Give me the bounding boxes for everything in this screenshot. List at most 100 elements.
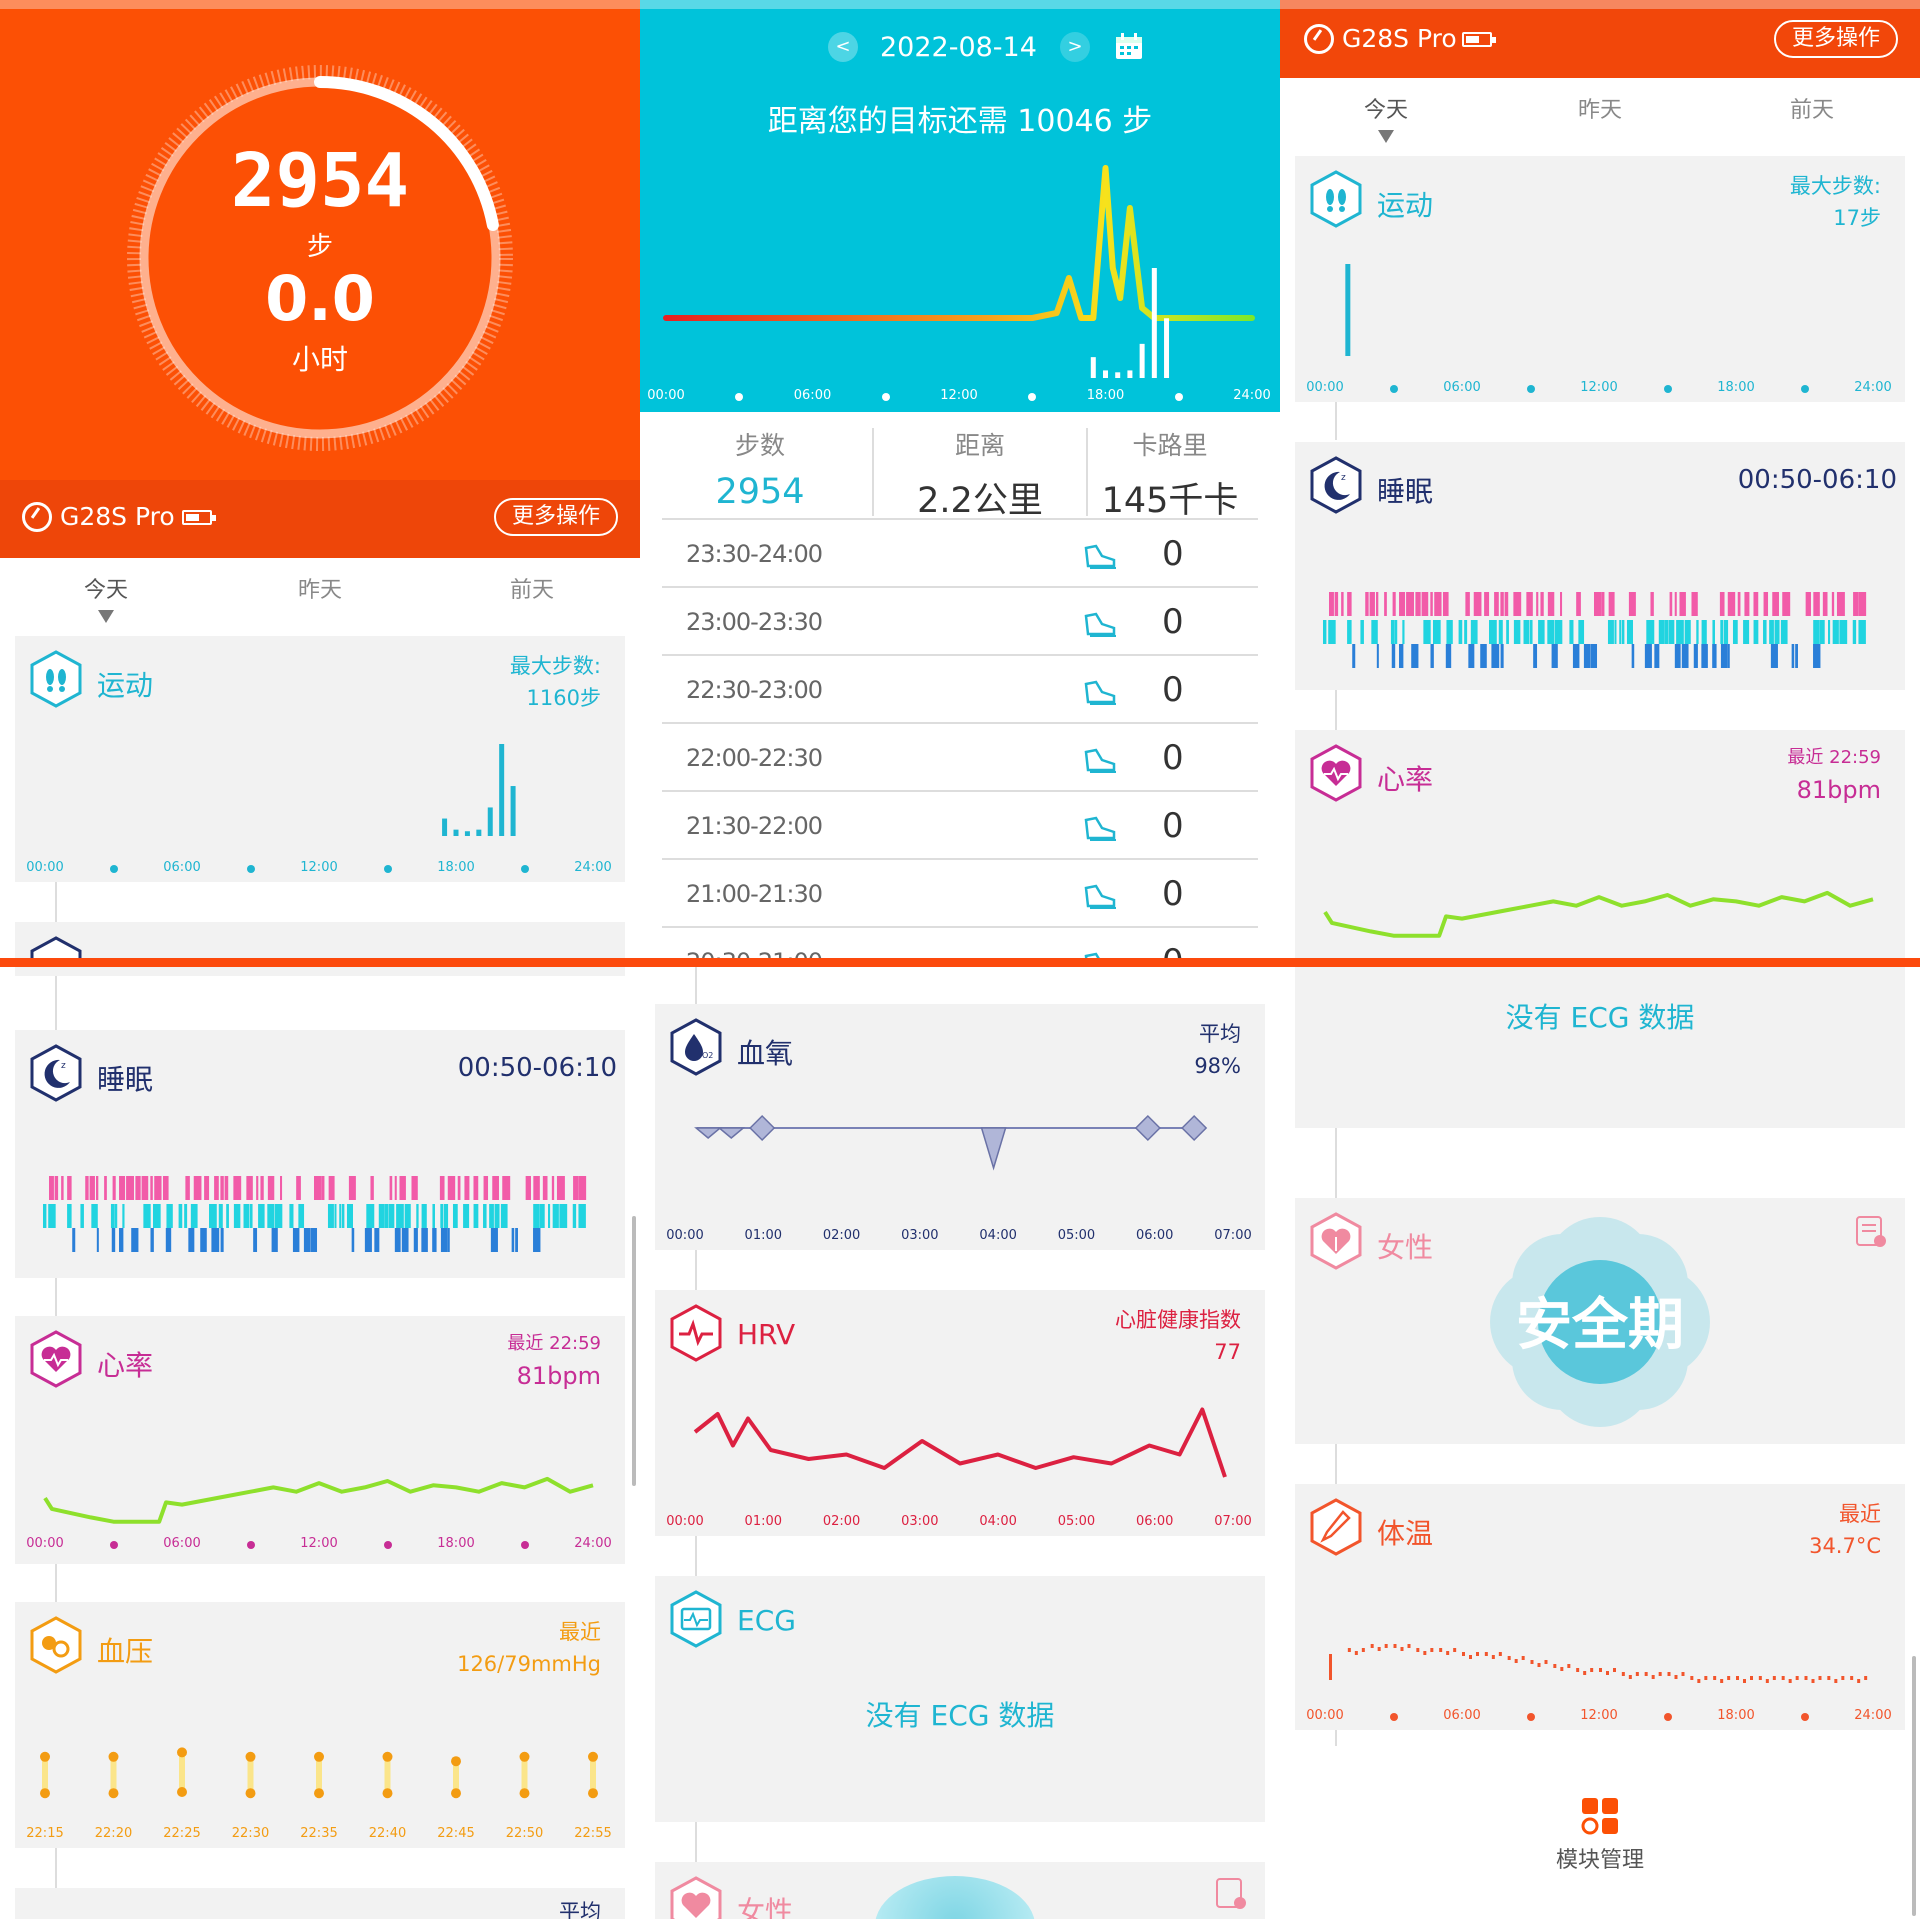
sleep-segment	[298, 1204, 305, 1228]
axis-tick-label: 22:15	[26, 1826, 64, 1841]
ecg-title: ECG	[737, 1604, 796, 1637]
list-item[interactable]: 22:00-22:30 0	[662, 724, 1258, 792]
sleep-segment	[296, 1176, 301, 1200]
axis-tick-label: 00:00	[666, 1228, 704, 1243]
thermometer-icon	[1310, 1498, 1362, 1556]
status-line	[0, 0, 1920, 9]
shoe-icon	[1084, 816, 1116, 841]
temperature-point	[1811, 1679, 1815, 1683]
diastolic-point	[40, 1788, 50, 1799]
sleep-segment	[1494, 592, 1499, 616]
sleep-segment	[416, 1204, 419, 1228]
blood-pressure-icon	[30, 1616, 82, 1674]
sleep-segment	[209, 1204, 217, 1228]
svg-text:O2: O2	[702, 1051, 713, 1060]
list-item[interactable]: 20:30-21:00 0	[662, 928, 1258, 960]
sleep-card[interactable]: z 睡眠 00:50-06:10	[15, 1030, 625, 1278]
sleep-segment	[303, 1228, 311, 1252]
scrollbar[interactable]	[632, 1216, 636, 1486]
sleep-segment	[1513, 592, 1522, 616]
sleep-segment	[346, 1204, 354, 1228]
sleep-segment	[85, 1176, 89, 1200]
scrollbar[interactable]	[1912, 1656, 1916, 1916]
sleep-segment	[67, 1176, 72, 1200]
female-card-partial[interactable]: 女性	[655, 1862, 1265, 1919]
sleep-segment	[1712, 644, 1717, 668]
ecg-card[interactable]: ECG 没有 ECG 数据	[655, 1576, 1265, 1822]
stat-steps: 步数 2954	[660, 418, 860, 512]
list-item[interactable]: 23:00-23:30 0	[662, 588, 1258, 656]
sleep-segment	[162, 1176, 169, 1200]
sleep-segment	[399, 1176, 406, 1200]
heart-icon	[30, 1330, 82, 1388]
sleep-card-partial[interactable]	[15, 922, 625, 960]
tab-day-before[interactable]: 前天	[509, 578, 554, 603]
sleep-segment	[1774, 620, 1780, 644]
hrv-card[interactable]: HRV 心脏健康指数 77 00:00 01:00 02:00 03:00 04:00 0…	[655, 1290, 1265, 1536]
list-item[interactable]: 21:00-21:30 0	[662, 860, 1258, 928]
temperature-point	[1423, 1651, 1427, 1655]
sleep-segment	[72, 1228, 76, 1252]
sleep-segment	[1720, 644, 1728, 668]
heart-rate-card[interactable]: 心率 最近 22:59 81bpm 00:00 06:00 12:00 18:00 24…	[15, 1316, 625, 1564]
female-card[interactable]: 女性 安全期	[1295, 1198, 1905, 1444]
more-actions-button[interactable]: 更多操作	[493, 498, 618, 536]
hrv-icon	[670, 1304, 722, 1362]
sleep-segment	[421, 1204, 427, 1228]
shoe-icon	[1084, 748, 1116, 773]
next-day-button[interactable]: >	[1060, 32, 1090, 62]
sport-card[interactable]: 运动 最大步数: 17步 00:00 06:00 12:00 18:00 24:00	[1295, 156, 1905, 402]
step-curve-chart	[663, 165, 1255, 378]
timeline-line	[1335, 690, 1337, 730]
temperature-point	[1788, 1679, 1792, 1683]
sleep-segment	[260, 1176, 264, 1200]
modules-icon	[1581, 1798, 1618, 1835]
heart-rate-card[interactable]: 心率 最近 22:59 81bpm	[1295, 730, 1905, 960]
prev-day-button[interactable]: <	[828, 32, 858, 62]
sleep-segment	[1391, 644, 1396, 668]
temperature-point	[1469, 1655, 1472, 1659]
sleep-card[interactable]: z 睡眠 00:50-06:10	[1295, 442, 1905, 690]
list-item[interactable]: 23:30-24:00 0	[662, 520, 1258, 588]
tab-today-label: 今天	[1363, 98, 1408, 123]
temperature-card[interactable]: 体温 最近 34.7°C 00:00 06:00 12:00 18:00 24:00	[1295, 1484, 1905, 1730]
sleep-segment	[49, 1176, 54, 1200]
tab-yesterday[interactable]: 昨天	[1577, 98, 1622, 123]
list-item[interactable]: 22:30-23:00 0	[662, 656, 1258, 724]
axis-tick-label: 00:00	[26, 860, 64, 875]
max-steps-value: 17步	[1833, 206, 1881, 230]
row-steps-value: 0	[1162, 670, 1184, 710]
heart-rate-value: 81bpm	[516, 1362, 601, 1390]
more-actions-button[interactable]: 更多操作	[1773, 20, 1898, 58]
record-icon[interactable]	[1213, 1876, 1249, 1912]
tab-today[interactable]: 今天	[46, 572, 166, 623]
sleep-segment	[401, 1228, 409, 1252]
heart-rate-time-axis: 00:00 06:00 12:00 18:00 24:00	[15, 1536, 625, 1556]
bar	[1151, 268, 1157, 378]
module-manager-button[interactable]: 模块管理	[1280, 1796, 1920, 1874]
ecg-card[interactable]: 没有 ECG 数据	[1295, 966, 1905, 1128]
tab-today[interactable]: 今天	[1326, 92, 1446, 143]
sleep-segment	[204, 1176, 210, 1200]
sleep-segment	[1654, 644, 1660, 668]
sleep-segment	[339, 1204, 342, 1228]
sleep-segment	[1822, 592, 1828, 616]
list-item[interactable]: 21:30-22:00 0	[662, 792, 1258, 860]
spo2-card[interactable]: O2 血氧 平均 98% 00:00 01:00 02:00 03:00 04:00 05…	[655, 1004, 1265, 1250]
blood-pressure-card[interactable]: 血压 最近 126/79mmHg 22:15 22:20 22:25 22:30 22:…	[15, 1602, 625, 1848]
hours-unit: 小时	[291, 343, 348, 376]
record-icon[interactable]	[1853, 1214, 1889, 1250]
heart-rate-latest-label: 最近 22:59	[1787, 747, 1881, 768]
tab-day-before[interactable]: 前天	[1789, 98, 1834, 123]
sleep-segment	[1500, 644, 1504, 668]
calendar-icon[interactable]	[1114, 32, 1144, 62]
sleep-segment	[1468, 644, 1475, 668]
temperature-point	[1377, 1647, 1381, 1651]
female-title: 女性	[1377, 1231, 1434, 1264]
sport-card[interactable]: 运动 最大步数: 1160步 00:00 06:00 12:00 18:00 24:00	[15, 636, 625, 882]
temperature-point	[1720, 1679, 1724, 1683]
tab-yesterday[interactable]: 昨天	[297, 578, 342, 603]
sleep-segment	[1590, 644, 1598, 668]
spo2-card-partial[interactable]: 平均	[15, 1888, 625, 1919]
